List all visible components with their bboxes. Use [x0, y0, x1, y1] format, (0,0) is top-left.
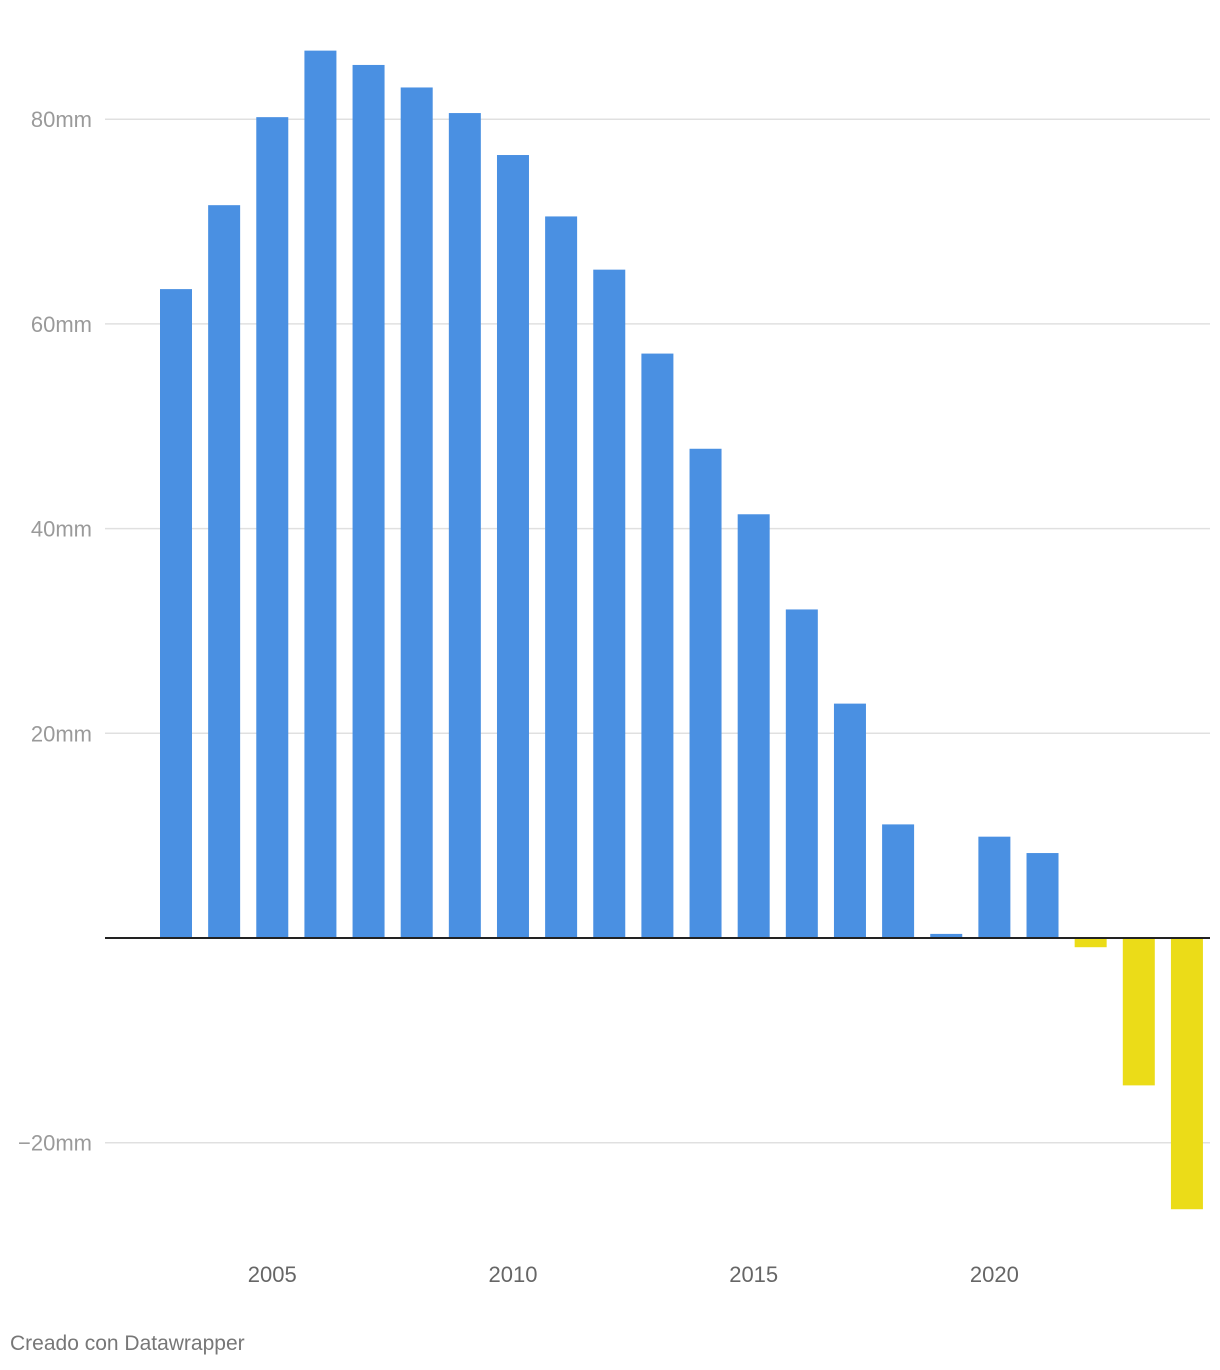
bar-2010	[496, 155, 529, 938]
credit-text: Creado con Datawrapper	[10, 1332, 245, 1355]
chart-area: 80mm 60mm 40mm 20mm −20mm 2005 2010 2015 2020	[18, 50, 1210, 1287]
bar-2023	[1122, 938, 1155, 1086]
x-tick-label: 2005	[248, 1262, 297, 1287]
bar-2016	[785, 609, 818, 938]
bar-2003	[160, 289, 192, 938]
x-tick-label: 2015	[729, 1262, 778, 1287]
bar-2015	[737, 514, 770, 938]
x-axis-labels: 2005 2010 2015 2020	[248, 1262, 1019, 1287]
y-tick-label: 80mm	[31, 107, 92, 132]
bar-2008	[400, 87, 433, 938]
bar-chart: 80mm 60mm 40mm 20mm −20mm 2005 2010 2015 2020	[18, 50, 1210, 1287]
x-tick-label: 2010	[489, 1262, 538, 1287]
y-tick-label: −20mm	[18, 1131, 92, 1156]
bar-2007	[352, 64, 385, 939]
y-tick-label: 40mm	[31, 517, 92, 542]
y-tick-label: 20mm	[31, 721, 92, 746]
bar-2009	[448, 113, 481, 938]
bar-2011	[545, 216, 578, 938]
y-tick-label: 60mm	[31, 312, 92, 337]
bar-2017	[833, 703, 866, 938]
x-tick-label: 2020	[970, 1262, 1019, 1287]
bar-2019	[930, 933, 963, 938]
bar-2021	[1026, 853, 1059, 938]
bar-2014	[689, 448, 722, 938]
bar-2005	[256, 117, 289, 938]
bar-2006	[304, 50, 337, 939]
bar-2024	[1170, 938, 1203, 1210]
bar-2012	[593, 269, 626, 938]
bar-2018	[882, 824, 915, 938]
bars	[160, 50, 1203, 1210]
bar-2020	[978, 836, 1011, 938]
y-axis-labels: 80mm 60mm 40mm 20mm −20mm	[18, 107, 92, 1156]
bar-2004	[208, 205, 241, 938]
bar-2013	[641, 353, 674, 938]
bar-2022	[1074, 938, 1107, 948]
